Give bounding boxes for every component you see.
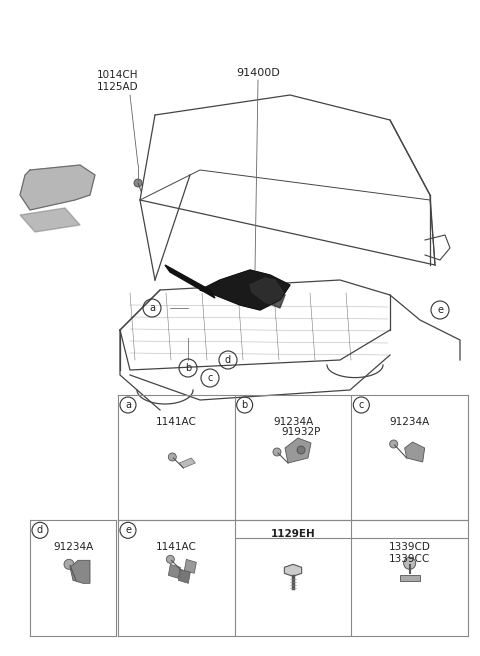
Polygon shape bbox=[200, 270, 290, 310]
Text: e: e bbox=[437, 305, 443, 315]
Text: d: d bbox=[37, 525, 43, 535]
Circle shape bbox=[273, 448, 281, 456]
Circle shape bbox=[134, 179, 142, 187]
Circle shape bbox=[390, 440, 397, 448]
Circle shape bbox=[297, 446, 305, 454]
Circle shape bbox=[167, 556, 174, 564]
Text: e: e bbox=[125, 525, 131, 535]
Text: b: b bbox=[241, 400, 248, 410]
Polygon shape bbox=[20, 208, 80, 232]
Text: 91234A: 91234A bbox=[390, 417, 430, 427]
Text: a: a bbox=[149, 303, 155, 313]
Text: a: a bbox=[125, 400, 131, 410]
Text: 91932P: 91932P bbox=[281, 427, 321, 437]
Polygon shape bbox=[405, 442, 425, 462]
Text: 1141AC: 1141AC bbox=[156, 543, 197, 552]
Text: 1339CD
1339CC: 1339CD 1339CC bbox=[389, 543, 431, 564]
Polygon shape bbox=[179, 569, 191, 583]
Text: 91400D: 91400D bbox=[236, 68, 280, 78]
Text: c: c bbox=[359, 400, 364, 410]
Polygon shape bbox=[400, 575, 420, 581]
Circle shape bbox=[168, 453, 176, 461]
Polygon shape bbox=[184, 560, 196, 573]
Text: 91234A: 91234A bbox=[273, 417, 313, 427]
Text: 1129EH: 1129EH bbox=[271, 529, 315, 539]
Polygon shape bbox=[165, 265, 215, 298]
Text: 1014CH
1125AD: 1014CH 1125AD bbox=[97, 70, 139, 92]
Polygon shape bbox=[285, 438, 311, 463]
Text: 91234A: 91234A bbox=[53, 543, 93, 552]
Polygon shape bbox=[284, 564, 301, 577]
Polygon shape bbox=[180, 458, 195, 468]
Text: c: c bbox=[207, 373, 213, 383]
Text: 1141AC: 1141AC bbox=[156, 417, 197, 427]
Polygon shape bbox=[168, 564, 180, 579]
Circle shape bbox=[404, 558, 416, 569]
Text: b: b bbox=[185, 363, 191, 373]
Text: d: d bbox=[225, 355, 231, 365]
Polygon shape bbox=[20, 165, 95, 210]
Polygon shape bbox=[70, 560, 90, 583]
Polygon shape bbox=[250, 278, 285, 308]
Circle shape bbox=[64, 560, 74, 569]
